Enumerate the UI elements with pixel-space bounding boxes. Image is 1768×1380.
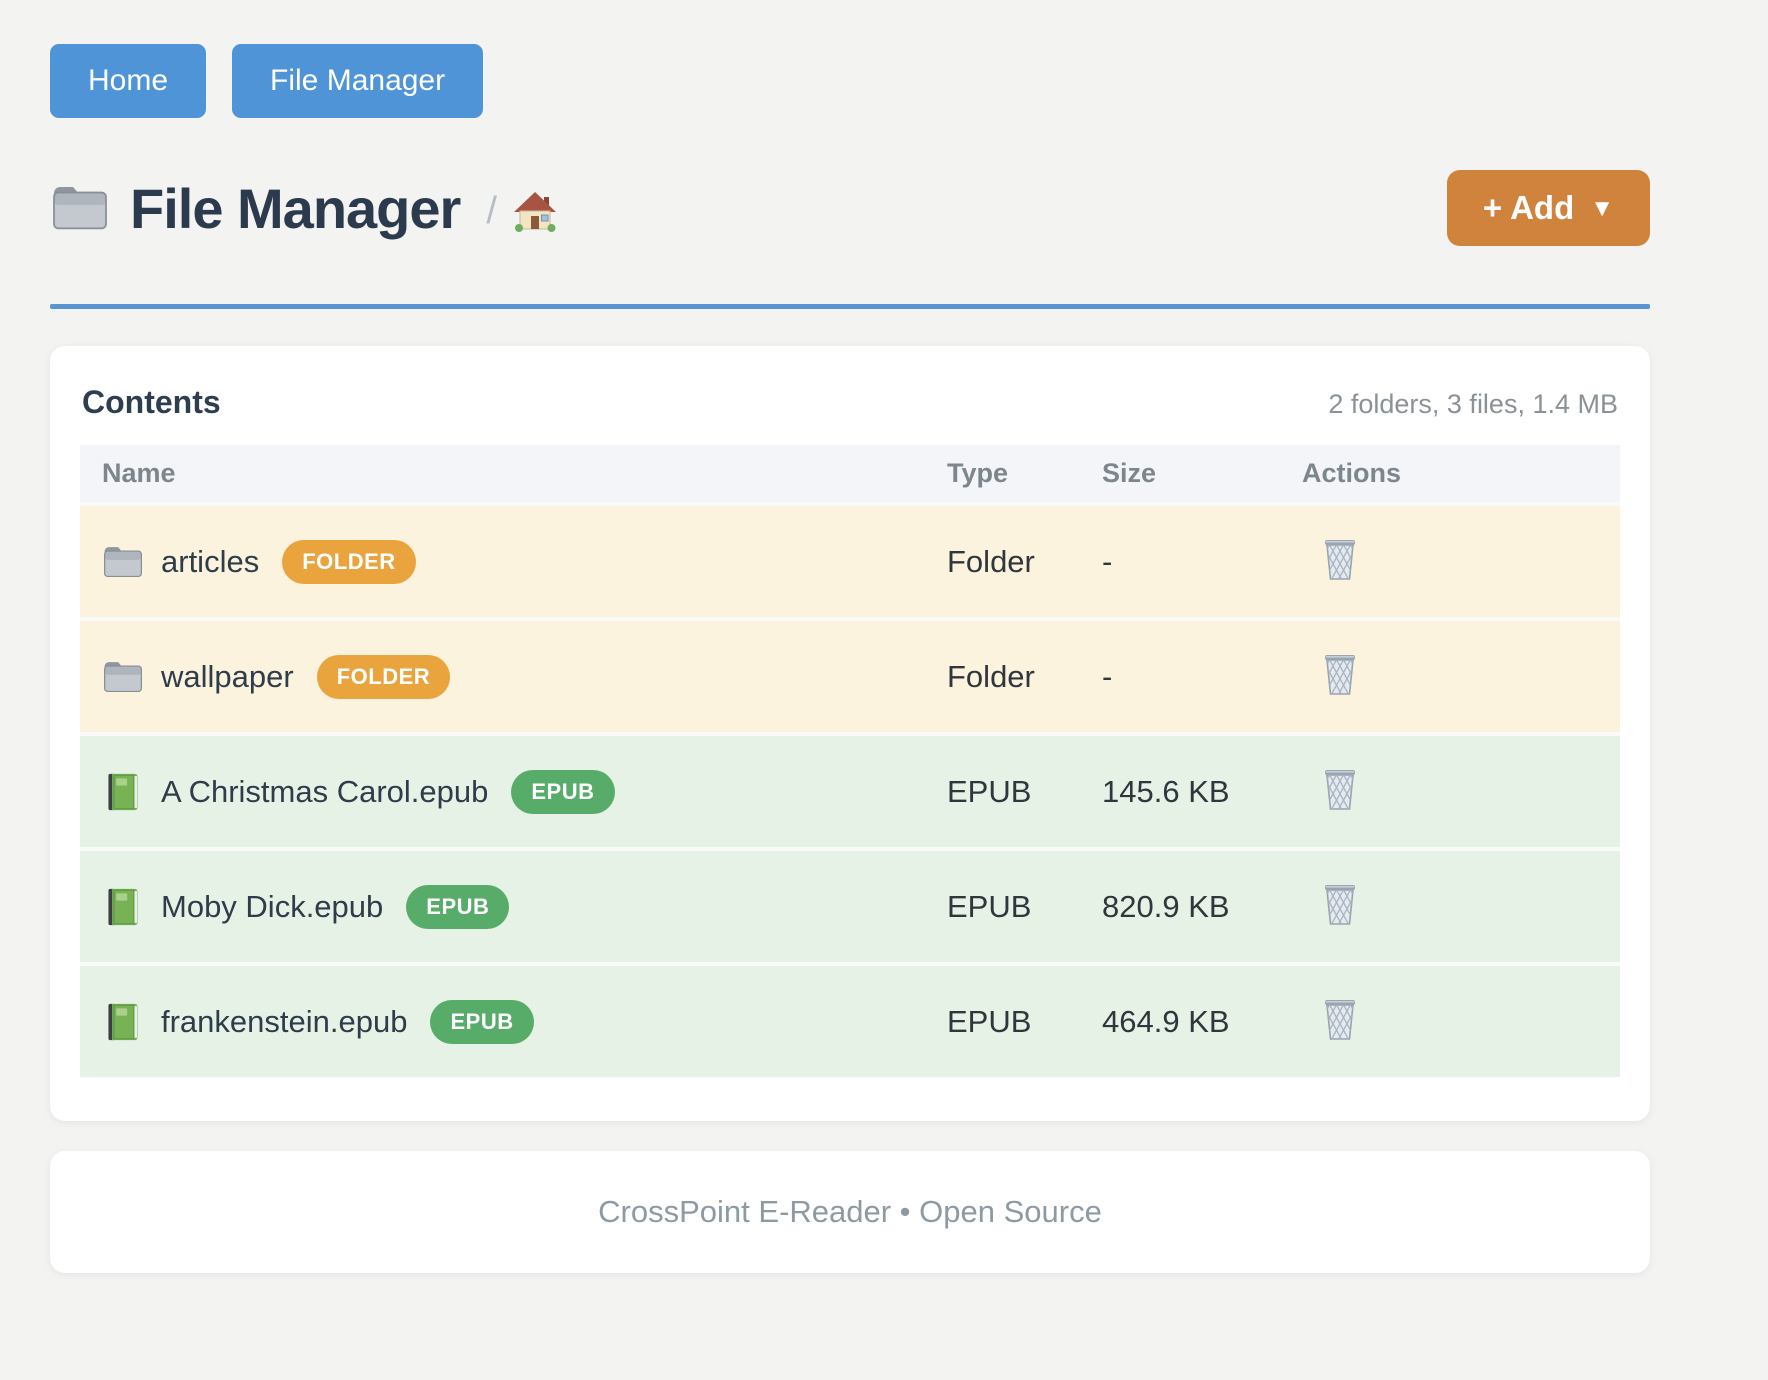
delete-button[interactable] bbox=[1320, 881, 1360, 927]
table-row: frankenstein.epub EPUB EPUB 464.9 KB bbox=[80, 962, 1620, 1077]
footer-text: CrossPoint E-Reader • Open Source bbox=[598, 1194, 1102, 1229]
table-row: A Christmas Carol.epub EPUB EPUB 145.6 K… bbox=[80, 732, 1620, 847]
house-icon[interactable] bbox=[513, 190, 557, 234]
footer-card: CrossPoint E-Reader • Open Source bbox=[50, 1151, 1650, 1273]
table-header-row: Name Type Size Actions bbox=[80, 445, 1620, 502]
table-row: articles FOLDER Folder - bbox=[80, 502, 1620, 617]
size-cell: 820.9 KB bbox=[1102, 888, 1230, 924]
delete-button[interactable] bbox=[1320, 766, 1360, 812]
item-name-link[interactable]: A Christmas Carol.epub bbox=[161, 773, 489, 809]
trash-icon bbox=[1320, 651, 1360, 697]
title-group: File Manager / bbox=[50, 176, 557, 241]
name-cell: A Christmas Carol.epub EPUB bbox=[80, 769, 925, 814]
folder-badge: FOLDER bbox=[282, 539, 416, 584]
column-header-actions: Actions bbox=[1302, 458, 1402, 488]
page-title: File Manager bbox=[130, 176, 461, 240]
nav-file-manager-button[interactable]: File Manager bbox=[232, 44, 484, 118]
item-name-link[interactable]: wallpaper bbox=[161, 658, 294, 694]
epub-badge: EPUB bbox=[406, 884, 510, 929]
contents-card-header: Contents 2 folders, 3 files, 1.4 MB bbox=[80, 376, 1620, 445]
actions-cell bbox=[1280, 881, 1620, 932]
file-table: Name Type Size Actions articles FOLDER F… bbox=[80, 445, 1620, 1077]
top-nav: Home File Manager bbox=[50, 0, 1650, 118]
book-icon bbox=[102, 887, 144, 927]
trash-icon bbox=[1320, 996, 1360, 1042]
trash-icon bbox=[1320, 766, 1360, 812]
type-cell: EPUB bbox=[947, 773, 1032, 809]
add-button[interactable]: + Add ▼ bbox=[1446, 170, 1650, 246]
column-header-size: Size bbox=[1102, 458, 1157, 488]
book-icon bbox=[102, 1002, 144, 1042]
title-divider bbox=[50, 304, 1650, 309]
book-icon bbox=[102, 772, 144, 812]
trash-icon bbox=[1320, 536, 1360, 582]
epub-badge: EPUB bbox=[430, 999, 534, 1044]
folder-badge: FOLDER bbox=[316, 654, 451, 699]
column-header-type: Type bbox=[947, 458, 1009, 488]
contents-card: Contents 2 folders, 3 files, 1.4 MB Name… bbox=[50, 346, 1650, 1121]
actions-cell bbox=[1280, 651, 1620, 702]
type-cell: Folder bbox=[947, 658, 1035, 694]
epub-badge: EPUB bbox=[511, 769, 615, 814]
delete-button[interactable] bbox=[1320, 996, 1360, 1042]
item-name-link[interactable]: articles bbox=[161, 543, 260, 579]
name-cell: Moby Dick.epub EPUB bbox=[80, 884, 925, 929]
page-header: File Manager / + Add ▼ bbox=[50, 170, 1650, 246]
folder-icon bbox=[102, 542, 144, 582]
item-name-link[interactable]: frankenstein.epub bbox=[161, 1003, 408, 1039]
type-cell: EPUB bbox=[947, 1003, 1032, 1039]
name-cell: frankenstein.epub EPUB bbox=[80, 999, 925, 1044]
contents-summary: 2 folders, 3 files, 1.4 MB bbox=[1328, 389, 1618, 419]
actions-cell bbox=[1280, 996, 1620, 1047]
delete-button[interactable] bbox=[1320, 651, 1360, 697]
size-cell: - bbox=[1102, 658, 1113, 694]
folder-icon bbox=[50, 182, 110, 234]
type-cell: Folder bbox=[947, 543, 1035, 579]
delete-button[interactable] bbox=[1320, 536, 1360, 582]
folder-icon bbox=[102, 657, 144, 697]
breadcrumb-separator: / bbox=[486, 189, 497, 232]
contents-title: Contents bbox=[82, 384, 221, 420]
table-row: wallpaper FOLDER Folder - bbox=[80, 617, 1620, 732]
size-cell: - bbox=[1102, 543, 1113, 579]
page: Home File Manager File Manager / + Add ▼… bbox=[50, 0, 1650, 1273]
name-cell: wallpaper FOLDER bbox=[80, 654, 925, 699]
actions-cell bbox=[1280, 536, 1620, 587]
size-cell: 145.6 KB bbox=[1102, 773, 1230, 809]
nav-home-button[interactable]: Home bbox=[50, 44, 207, 118]
table-row: Moby Dick.epub EPUB EPUB 820.9 KB bbox=[80, 847, 1620, 962]
size-cell: 464.9 KB bbox=[1102, 1003, 1230, 1039]
actions-cell bbox=[1280, 766, 1620, 817]
add-button-label: + Add bbox=[1482, 189, 1575, 226]
name-cell: articles FOLDER bbox=[80, 539, 925, 584]
chevron-down-icon: ▼ bbox=[1590, 195, 1614, 222]
item-name-link[interactable]: Moby Dick.epub bbox=[161, 888, 384, 924]
column-header-name: Name bbox=[102, 458, 176, 488]
trash-icon bbox=[1320, 881, 1360, 927]
type-cell: EPUB bbox=[947, 888, 1032, 924]
